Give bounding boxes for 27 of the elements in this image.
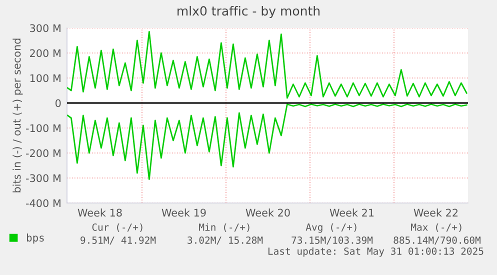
- y-tick-label: -400 M: [26, 199, 60, 208]
- y-tick-label: 300 M: [30, 24, 60, 32]
- y-tick-label: 100 M: [30, 74, 60, 82]
- y-tick-label: -300 M: [26, 174, 60, 182]
- y-tick-label: 200 M: [30, 49, 60, 58]
- y-axis-title: bits in (-) / out (+) per second: [12, 38, 23, 192]
- chart-title: mlx0 traffic - by month: [178, 6, 320, 18]
- line-series: [67, 31, 468, 99]
- text: Max (-/+): [411, 223, 462, 232]
- text: Min (-/+): [199, 223, 250, 232]
- x-tick-label: Week 19: [162, 208, 206, 217]
- text: Avg (-/+): [306, 223, 356, 233]
- line-series: [67, 104, 468, 180]
- legend-label: bps: [27, 234, 44, 244]
- text: Last update: Sat May 31 01:00:13 2025: [268, 247, 484, 257]
- x-tick-label: Week 22: [414, 208, 458, 217]
- x-tick-label: Week 20: [246, 208, 290, 217]
- text: 9.51M/ 41.92M: [80, 236, 156, 245]
- text: 885.14M/790.60M: [394, 236, 480, 245]
- text: 3.02M/ 15.28M: [188, 236, 263, 245]
- x-tick-label: Week 18: [78, 208, 122, 217]
- y-tick-label: -200 M: [26, 149, 60, 158]
- x-tick-label: Week 21: [330, 208, 374, 217]
- y-tick-label: 0: [56, 99, 61, 108]
- text: Cur (-/+): [92, 223, 142, 232]
- text: 73.15M/103.39M: [292, 236, 373, 245]
- y-tick-label: -100 M: [26, 124, 60, 132]
